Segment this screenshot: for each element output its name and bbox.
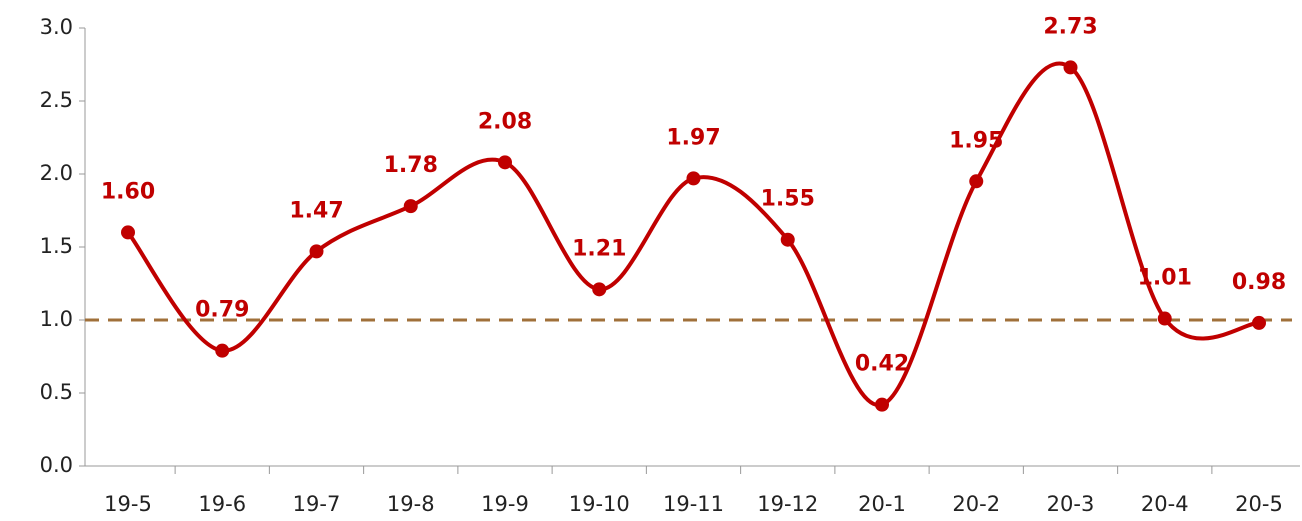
data-label: 1.78 — [384, 153, 438, 178]
x-tick-label: 19-5 — [104, 492, 152, 516]
point — [1157, 311, 1172, 326]
data-label: 0.42 — [855, 352, 909, 377]
x-tick-label: 19-8 — [387, 492, 435, 516]
line — [126, 61, 1260, 407]
x-tick-label: 19-12 — [757, 492, 818, 516]
y-tick-label: 0.5 — [40, 380, 73, 404]
point — [498, 155, 512, 170]
point — [403, 199, 418, 214]
point — [1252, 315, 1266, 330]
point — [780, 232, 795, 247]
point — [969, 174, 984, 189]
y-tick-label: 2.5 — [40, 88, 73, 112]
y-tick-label: 1.5 — [40, 234, 73, 258]
x-tick-label: 19-6 — [198, 492, 246, 516]
y-tick-label: 0.0 — [40, 453, 73, 477]
point — [121, 225, 135, 240]
y-tick-label: 3.0 — [40, 15, 73, 39]
point — [215, 343, 230, 358]
y-tick-label: 1.0 — [40, 307, 73, 331]
x-tick-label: 20-2 — [952, 492, 1000, 516]
x-tick-label: 19-9 — [481, 492, 529, 516]
point — [875, 397, 889, 412]
data-label: 1.60 — [101, 179, 155, 204]
data-label: 1.47 — [289, 198, 343, 223]
point — [686, 171, 701, 186]
point — [1063, 60, 1078, 75]
x-tick-label: 19-10 — [569, 492, 630, 516]
x-tick-label: 19-11 — [663, 492, 724, 516]
y-tick-label: 2.0 — [40, 161, 73, 185]
data-label: 0.79 — [195, 298, 249, 323]
point — [309, 244, 324, 259]
data-label: 1.01 — [1138, 266, 1192, 291]
data-label: 1.95 — [949, 128, 1003, 153]
point — [592, 282, 607, 297]
data-label: 1.97 — [666, 125, 720, 150]
x-tick-label: 20-5 — [1235, 492, 1283, 516]
data-label: 2.73 — [1043, 14, 1097, 39]
data-label: 2.08 — [478, 109, 532, 134]
x-tick-label: 19-7 — [293, 492, 341, 516]
data-label: 0.98 — [1232, 270, 1286, 295]
x-tick-label: 20-4 — [1141, 492, 1189, 516]
x-tick-label: 20-1 — [858, 492, 906, 516]
data-label: 1.55 — [761, 187, 815, 212]
data-label: 1.21 — [572, 236, 626, 261]
x-tick-label: 20-3 — [1047, 492, 1095, 516]
